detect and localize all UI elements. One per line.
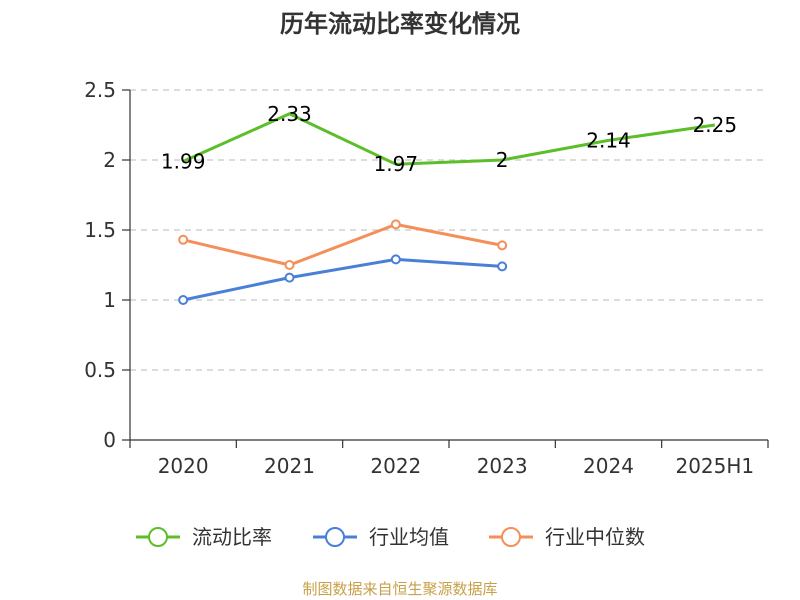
data-point bbox=[497, 240, 508, 251]
y-tick-label: 0 bbox=[103, 428, 116, 452]
legend-label: 流动比率 bbox=[192, 525, 272, 549]
x-tick-label: 2020 bbox=[158, 454, 209, 478]
data-point bbox=[178, 295, 189, 305]
x-tick-label: 2021 bbox=[264, 454, 315, 478]
legend-marker bbox=[325, 527, 345, 547]
x-tick-label: 2024 bbox=[583, 454, 634, 478]
data-point bbox=[497, 261, 508, 272]
y-tick-label: 2.5 bbox=[84, 78, 116, 102]
data-point bbox=[284, 272, 295, 283]
data-label: 2 bbox=[496, 148, 509, 172]
legend-marker bbox=[148, 527, 168, 547]
data-point bbox=[284, 260, 295, 270]
legend-label: 行业均值 bbox=[369, 525, 449, 549]
data-point bbox=[178, 234, 189, 245]
source-note: 制图数据来自恒生聚源数据库 bbox=[302, 580, 497, 598]
legend: 流动比率 行业均值 行业中位数 bbox=[136, 525, 645, 549]
grid-lines bbox=[130, 89, 768, 371]
series-line-2 bbox=[182, 222, 503, 267]
x-tick-label: 2025H1 bbox=[675, 454, 754, 478]
series-line-1 bbox=[182, 257, 503, 302]
series-line-0 bbox=[182, 112, 716, 166]
axes: 0 0.5 1 1.5 2 2.5 2020 2021 2022 2023 2024 2025H1 bbox=[84, 78, 769, 478]
data-label: 1.97 bbox=[374, 152, 419, 176]
series-layer bbox=[178, 112, 716, 305]
legend-label: 行业中位数 bbox=[545, 525, 645, 549]
y-tick-label: 1 bbox=[103, 288, 116, 312]
y-tick-label: 1.5 bbox=[84, 218, 116, 242]
y-tick-label: 0.5 bbox=[84, 358, 116, 382]
legend-marker bbox=[501, 527, 521, 547]
data-point bbox=[390, 219, 401, 230]
y-tick-label: 2 bbox=[103, 148, 116, 172]
data-label: 2.14 bbox=[586, 128, 631, 152]
data-point bbox=[390, 254, 401, 265]
data-label: 1.99 bbox=[161, 149, 206, 173]
x-tick-label: 2023 bbox=[477, 454, 528, 478]
data-label: 2.33 bbox=[267, 102, 312, 126]
x-tick-label: 2022 bbox=[370, 454, 421, 478]
data-label: 2.25 bbox=[693, 113, 738, 137]
chart-title: 历年流动比率变化情况 bbox=[280, 10, 520, 38]
data-labels: 1.99 2.33 1.97 2 2.14 2.25 bbox=[161, 102, 737, 176]
